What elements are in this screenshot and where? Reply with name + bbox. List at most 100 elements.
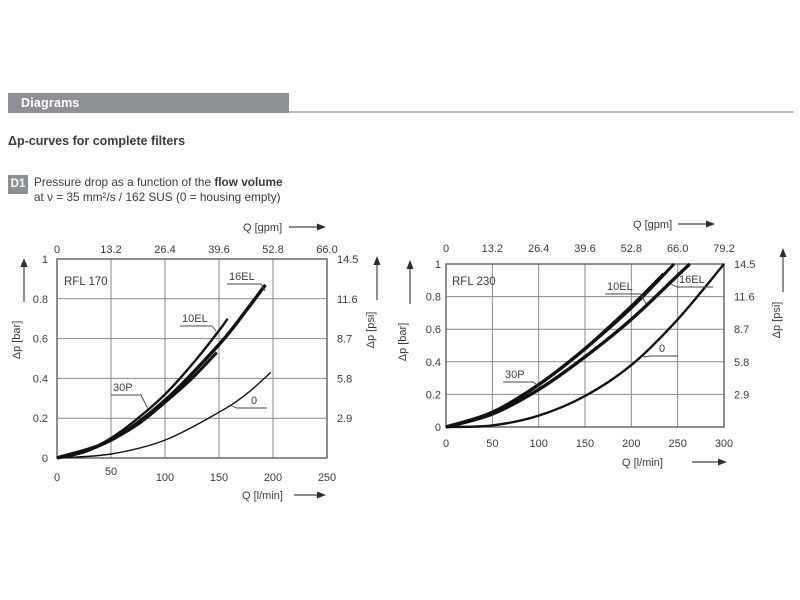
x-bottom-tick-label: 100 <box>156 472 174 484</box>
x-bottom-tick-label: 100 <box>529 438 547 450</box>
curve-10EL <box>56 318 229 460</box>
page-title: Δp-curves for complete filters <box>8 134 186 148</box>
curve-label: 10EL <box>182 313 208 325</box>
x-bottom-tick-label: 250 <box>318 472 336 484</box>
arrow-head-icon <box>20 258 28 267</box>
y-right-tick-label: 5.8 <box>734 357 749 369</box>
y-right-tick-label: 2.9 <box>734 389 749 401</box>
x-top-tick-label: 0 <box>443 243 449 255</box>
curve-label-leader <box>642 355 678 358</box>
arrow-head-icon <box>373 256 381 265</box>
curve-label: 10EL <box>607 281 633 293</box>
figure-caption: Pressure drop as a function of the flow … <box>34 175 283 205</box>
y-right-axis-title: Δp [psi] <box>365 312 377 349</box>
y-right-axis-title: Δp [psi] <box>771 302 783 339</box>
figure-tag-badge: D1 <box>8 175 28 194</box>
y-left-tick-label: 0.6 <box>426 324 441 336</box>
y-left-tick-label: 1 <box>42 254 48 266</box>
x-bottom-axis-title: Q [l/min] <box>622 457 663 469</box>
chart-title: RFL 230 <box>452 276 496 288</box>
arrow-head-icon <box>317 491 326 499</box>
curve-label-leader <box>111 394 149 410</box>
curve-0 <box>445 263 725 429</box>
x-bottom-axis-title: Q [l/min] <box>242 490 283 502</box>
curve-16EL <box>445 262 691 429</box>
y-right-tick-label: 8.7 <box>734 324 749 336</box>
x-bottom-tick-label: 250 <box>668 438 686 450</box>
curve-label: 30P <box>505 369 525 381</box>
y-right-tick-label: 11.6 <box>734 292 755 304</box>
y-left-tick-label: 0.4 <box>33 373 48 385</box>
caption-line-2: at ν = 35 mm²/s / 162 SUS (0 = housing e… <box>34 190 281 204</box>
chart-title: RFL 170 <box>64 276 108 288</box>
caption-line-1: Pressure drop as a function of the flow … <box>34 175 283 189</box>
curve-label: 0 <box>659 343 665 355</box>
arrow-head-icon <box>706 220 715 228</box>
y-left-tick-label: 0.8 <box>426 292 441 304</box>
header-rule-line <box>8 111 794 113</box>
arrow-head-icon <box>779 248 787 257</box>
y-left-axis-title: Δp [bar] <box>11 321 23 360</box>
plot-border <box>445 263 725 428</box>
y-left-tick-label: 0 <box>435 422 441 434</box>
x-bottom-tick-label: 50 <box>486 438 498 450</box>
curve-label: 16EL <box>229 271 255 283</box>
y-right-tick-label: 2.9 <box>337 413 352 425</box>
y-left-tick-label: 0.2 <box>426 389 441 401</box>
x-bottom-tick-label: 50 <box>105 466 117 478</box>
y-left-tick-label: 0.2 <box>33 413 48 425</box>
y-left-tick-label: 0.8 <box>33 294 48 306</box>
y-right-tick-label: 11.6 <box>337 294 358 306</box>
x-bottom-tick-label: 0 <box>54 472 60 484</box>
y-right-tick-label: 5.8 <box>337 373 352 385</box>
y-left-tick-label: 0 <box>42 453 48 465</box>
x-bottom-tick-label: 150 <box>576 438 594 450</box>
figure-caption-row: D1 Pressure drop as a function of the fl… <box>8 175 283 205</box>
curve-label: 0 <box>251 395 257 407</box>
curve-16EL <box>56 283 267 460</box>
section-header-bar: Diagrams <box>8 93 289 113</box>
x-top-tick-label: 26.4 <box>528 243 549 255</box>
x-top-tick-label: 66.0 <box>316 244 337 256</box>
x-top-tick-label: 39.6 <box>574 243 595 255</box>
x-top-tick-label: 0 <box>54 244 60 256</box>
y-left-tick-label: 0.4 <box>426 357 441 369</box>
y-right-tick-label: 14.5 <box>734 259 755 271</box>
x-top-axis-title: Q [gpm] <box>243 222 282 234</box>
curve-label: 16EL <box>679 274 705 286</box>
x-top-axis-title: Q [gpm] <box>633 219 672 231</box>
curve-label-leader <box>227 283 266 292</box>
section-header-title: Diagrams <box>21 96 80 110</box>
arrow-head-icon <box>317 223 326 231</box>
curve-label-leader <box>605 293 647 305</box>
x-bottom-tick-label: 0 <box>443 438 449 450</box>
chart-rfl-170: 0 13.2 26.4 39.6 52.8 66.0 0 50 100 150 200 250 1 0.8… <box>11 222 381 502</box>
curve-label-leader <box>503 381 541 388</box>
x-top-tick-label: 79.2 <box>713 243 734 255</box>
x-bottom-tick-label: 150 <box>210 472 228 484</box>
y-left-axis-title: Δp [bar] <box>397 323 409 362</box>
curve-label-leader <box>670 283 713 288</box>
curve-30P <box>56 351 218 460</box>
arrow-head-icon <box>718 458 727 466</box>
arrow-head-icon <box>406 260 414 269</box>
y-left-tick-label: 0.6 <box>33 334 48 346</box>
x-top-tick-label: 52.8 <box>621 243 642 255</box>
x-top-tick-label: 13.2 <box>100 244 121 256</box>
curve-label-leader <box>228 404 267 409</box>
curve-10EL <box>445 262 676 429</box>
x-top-tick-label: 52.8 <box>262 244 283 256</box>
curve-0 <box>56 371 272 459</box>
chart-rfl-230: 0 13.2 26.4 39.6 52.8 66.0 79.20 50 100 150 200 250… <box>397 219 787 469</box>
curve-label-leader <box>180 325 217 332</box>
x-bottom-tick-label: 200 <box>264 472 282 484</box>
y-right-tick-label: 14.5 <box>337 254 358 266</box>
x-top-tick-label: 13.2 <box>482 243 503 255</box>
y-left-tick-label: 1 <box>435 259 441 271</box>
curve-label: 30P <box>113 382 133 394</box>
x-bottom-tick-label: 200 <box>622 438 640 450</box>
y-right-tick-label: 8.7 <box>337 334 352 346</box>
x-bottom-tick-label: 300 <box>715 438 733 450</box>
